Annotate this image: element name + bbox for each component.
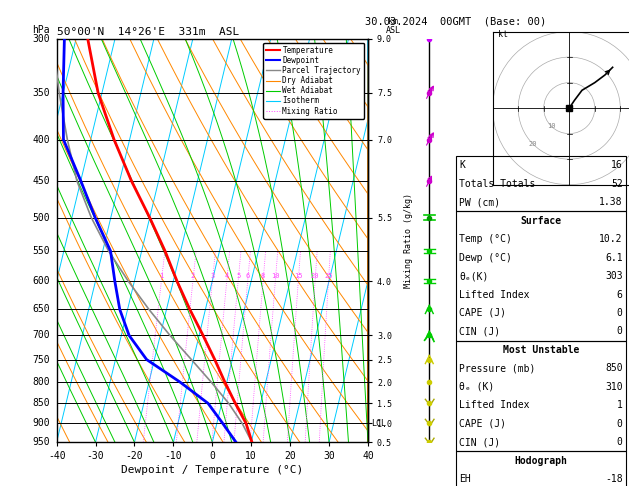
Text: LCL: LCL — [371, 419, 386, 428]
Text: 10.2: 10.2 — [599, 234, 623, 244]
Text: θₑ(K): θₑ(K) — [459, 271, 489, 281]
Text: 700: 700 — [33, 330, 50, 340]
Text: Lifted Index: Lifted Index — [459, 290, 530, 299]
Text: 450: 450 — [33, 176, 50, 186]
Text: 1: 1 — [159, 274, 164, 279]
Text: 20: 20 — [311, 274, 320, 279]
Text: 50°00'N  14°26'E  331m  ASL: 50°00'N 14°26'E 331m ASL — [57, 27, 239, 37]
Text: 30.03.2024  00GMT  (Base: 00): 30.03.2024 00GMT (Base: 00) — [365, 17, 547, 27]
Legend: Temperature, Dewpoint, Parcel Trajectory, Dry Adiabat, Wet Adiabat, Isotherm, Mi: Temperature, Dewpoint, Parcel Trajectory… — [264, 43, 364, 119]
Text: CIN (J): CIN (J) — [459, 327, 500, 336]
Text: Dewp (°C): Dewp (°C) — [459, 253, 512, 262]
Text: 2: 2 — [191, 274, 195, 279]
Text: PW (cm): PW (cm) — [459, 197, 500, 207]
Text: 52: 52 — [611, 179, 623, 189]
Text: 400: 400 — [33, 135, 50, 144]
Text: 10: 10 — [271, 274, 279, 279]
Text: 800: 800 — [33, 377, 50, 387]
Text: Lifted Index: Lifted Index — [459, 400, 530, 410]
Text: CAPE (J): CAPE (J) — [459, 308, 506, 318]
Text: Temp (°C): Temp (°C) — [459, 234, 512, 244]
Text: 600: 600 — [33, 277, 50, 286]
Text: 500: 500 — [33, 213, 50, 223]
Text: 15: 15 — [294, 274, 303, 279]
Text: 303: 303 — [605, 271, 623, 281]
Text: EH: EH — [459, 474, 471, 484]
Text: 750: 750 — [33, 354, 50, 364]
Text: 16: 16 — [611, 160, 623, 170]
Text: Mixing Ratio (g/kg): Mixing Ratio (g/kg) — [404, 193, 413, 288]
Text: 5: 5 — [236, 274, 240, 279]
Text: 350: 350 — [33, 88, 50, 98]
Text: 6: 6 — [245, 274, 250, 279]
Text: Hodograph: Hodograph — [515, 456, 567, 466]
Text: 3: 3 — [210, 274, 214, 279]
Text: 20: 20 — [529, 141, 537, 147]
Text: 10: 10 — [547, 123, 555, 129]
Text: 0: 0 — [617, 327, 623, 336]
Text: kt: kt — [498, 30, 508, 39]
Text: 0: 0 — [617, 419, 623, 429]
Text: CIN (J): CIN (J) — [459, 437, 500, 447]
Text: 25: 25 — [324, 274, 333, 279]
Text: 0: 0 — [617, 437, 623, 447]
Text: 650: 650 — [33, 304, 50, 314]
Text: CAPE (J): CAPE (J) — [459, 419, 506, 429]
X-axis label: Dewpoint / Temperature (°C): Dewpoint / Temperature (°C) — [121, 466, 303, 475]
Text: K: K — [459, 160, 465, 170]
Text: Totals Totals: Totals Totals — [459, 179, 535, 189]
Text: 950: 950 — [33, 437, 50, 447]
Text: θₑ (K): θₑ (K) — [459, 382, 494, 392]
Text: 310: 310 — [605, 382, 623, 392]
Text: hPa: hPa — [31, 25, 49, 35]
Text: 8: 8 — [261, 274, 265, 279]
Text: 850: 850 — [605, 364, 623, 373]
Text: Most Unstable: Most Unstable — [503, 345, 579, 355]
Text: Pressure (mb): Pressure (mb) — [459, 364, 535, 373]
Text: 1: 1 — [617, 400, 623, 410]
Text: 6.1: 6.1 — [605, 253, 623, 262]
Text: 4: 4 — [225, 274, 229, 279]
Text: Surface: Surface — [520, 216, 562, 226]
Text: -18: -18 — [605, 474, 623, 484]
Text: 900: 900 — [33, 418, 50, 428]
Text: km
ASL: km ASL — [386, 17, 401, 35]
Text: 0: 0 — [617, 308, 623, 318]
Text: 300: 300 — [33, 34, 50, 44]
Text: 850: 850 — [33, 399, 50, 408]
Text: 550: 550 — [33, 246, 50, 256]
Text: 6: 6 — [617, 290, 623, 299]
Text: 1.38: 1.38 — [599, 197, 623, 207]
